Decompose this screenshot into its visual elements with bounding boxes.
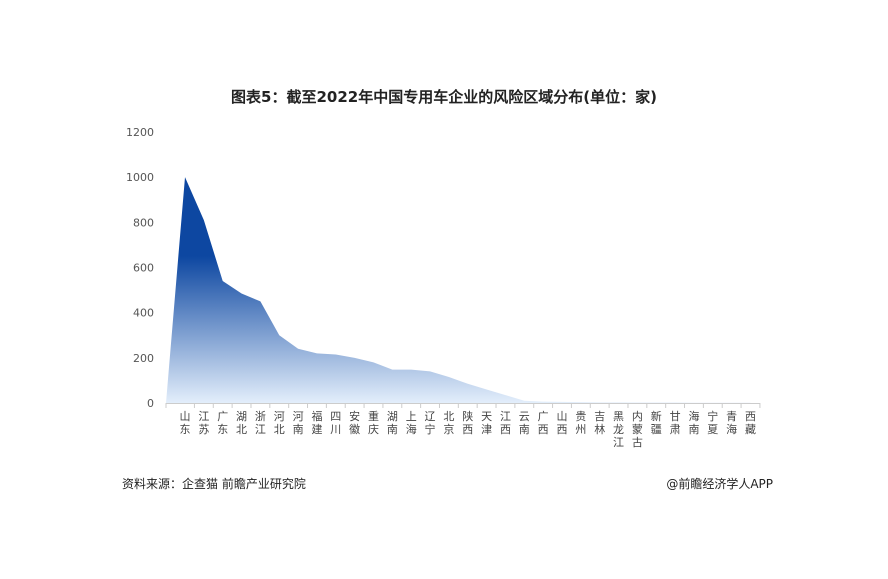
brand-label: @前瞻经济学人APP: [666, 477, 773, 491]
x-tick-label: 湖南: [387, 410, 398, 436]
x-tick-label: 宁夏: [707, 409, 718, 436]
x-tick-label: 河北: [274, 410, 285, 436]
x-tick-label: 重庆: [368, 409, 379, 436]
x-tick-label: 福建: [311, 409, 322, 436]
x-tick-label: 山东: [180, 410, 191, 436]
x-tick-label: 内蒙古: [632, 409, 643, 449]
y-tick-label: 1200: [126, 126, 154, 139]
x-tick-label: 云南: [519, 410, 530, 436]
y-tick-label: 400: [133, 307, 154, 320]
x-tick-label: 广东: [217, 410, 228, 436]
x-tick-label: 天津: [481, 410, 492, 436]
chart-title: 图表5：截至2022年中国专用车企业的风险区域分布(单位：家): [231, 88, 657, 106]
x-tick-label: 安徽: [349, 409, 360, 436]
x-tick-label: 辽宁: [425, 410, 436, 436]
y-tick-label: 1000: [126, 171, 154, 184]
x-tick-label: 江西: [500, 410, 511, 436]
x-tick-label: 山西: [557, 410, 568, 436]
x-tick-label: 吉林: [594, 410, 605, 436]
y-tick-label: 200: [133, 352, 154, 365]
x-tick-label: 贵州: [575, 410, 586, 436]
x-tick-label: 西藏: [745, 410, 756, 436]
x-tick-label: 河南: [293, 410, 304, 436]
x-tick-label: 黑龙江: [613, 410, 624, 449]
x-tick-label: 海南: [688, 409, 699, 436]
x-tick-label: 甘肃: [670, 410, 681, 436]
x-tick-label: 上海: [406, 410, 417, 436]
y-tick-label: 600: [133, 262, 154, 275]
x-tick-label: 江苏: [198, 410, 209, 436]
source-note: 资料来源：企查猫 前瞻产业研究院: [122, 477, 306, 491]
x-tick-label: 青海: [726, 410, 737, 436]
x-tick-label: 四川: [330, 410, 341, 436]
area-series: [166, 177, 751, 403]
x-tick-label: 浙江: [255, 410, 266, 436]
x-tick-label: 新疆: [651, 409, 662, 436]
x-tick-label: 陕西: [462, 409, 473, 436]
x-tick-label: 北京: [443, 410, 454, 436]
x-tick-label: 湖北: [236, 410, 247, 436]
y-tick-label: 800: [133, 216, 154, 229]
y-tick-label: 0: [147, 397, 154, 410]
x-tick-label: 广西: [538, 410, 549, 436]
